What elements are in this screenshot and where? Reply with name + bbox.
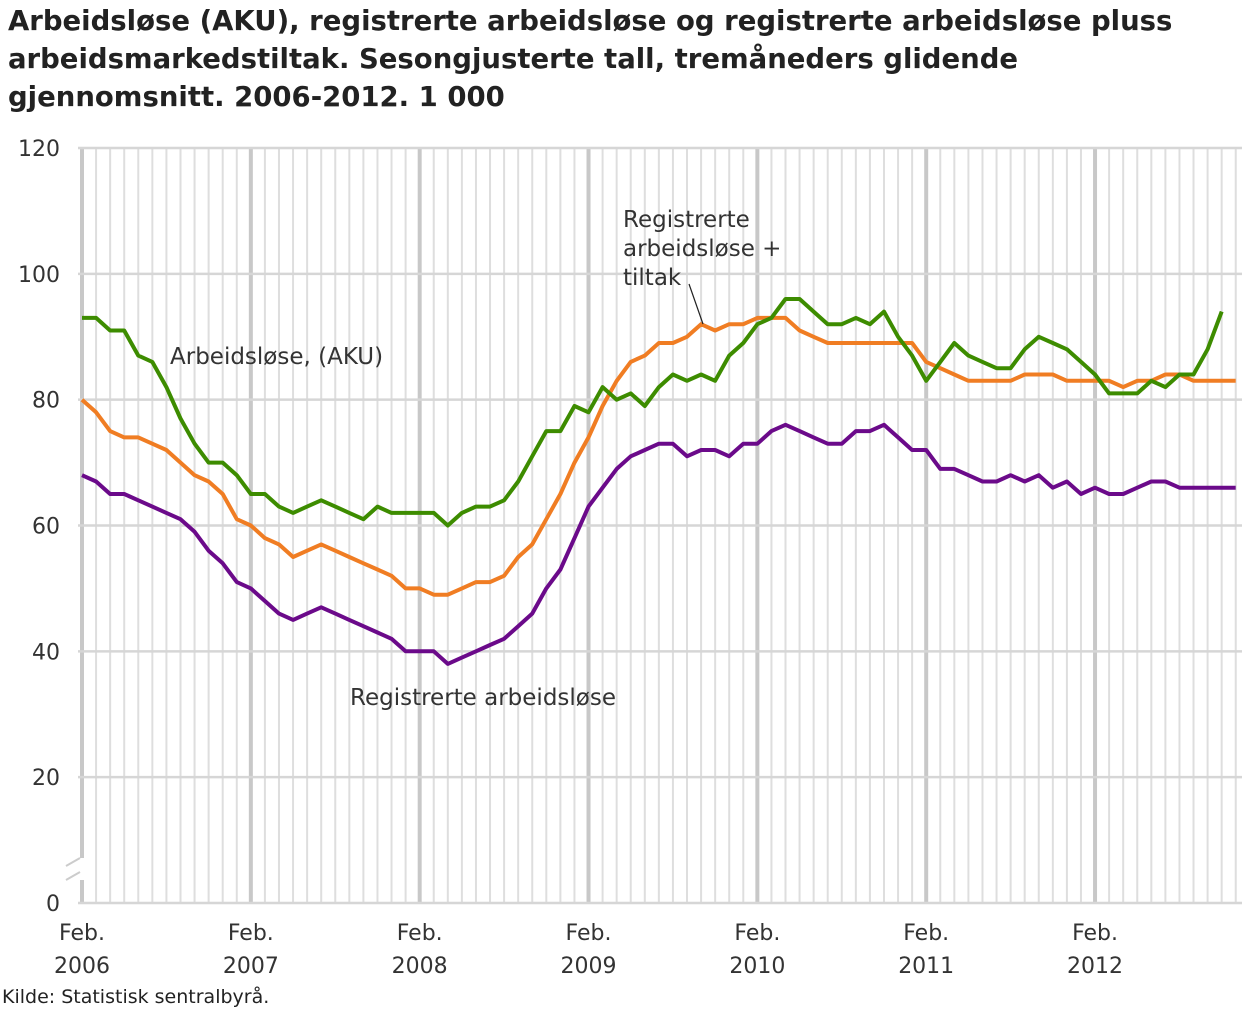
x-tick-label-year: 2007	[223, 954, 279, 979]
x-tick-label-month: Feb.	[228, 921, 274, 946]
x-tick-label-year: 2009	[561, 954, 617, 979]
x-tick-label-month: Feb.	[397, 921, 443, 946]
x-tick-label-year: 2011	[898, 954, 954, 979]
series-annotation: tiltak	[623, 265, 682, 291]
series-annotation: Registrerte	[623, 207, 750, 233]
series-line-1	[80, 315, 1236, 597]
series-annotation: arbeidsløse +	[623, 236, 781, 262]
x-tick-label-year: 2010	[729, 954, 785, 979]
chart-title: Arbeidsløse (AKU), registrerte arbeidslø…	[8, 5, 1173, 113]
series-annotation: Arbeidsløse, (AKU)	[170, 344, 383, 370]
y-tick-label: 20	[32, 766, 60, 791]
y-tick-label: 40	[32, 640, 60, 665]
series-line-2	[81, 422, 1236, 666]
series-line-0	[82, 297, 1224, 528]
x-tick-label-month: Feb.	[566, 921, 612, 946]
annotation-leader-line	[688, 283, 704, 325]
x-tick-label-month: Feb.	[59, 921, 105, 946]
y-tick-label: 120	[18, 137, 60, 162]
x-tick-label-month: Feb.	[734, 921, 780, 946]
y-tick-label: 80	[32, 389, 60, 414]
x-tick-label-month: Feb.	[903, 921, 949, 946]
x-tick-label-month: Feb.	[1072, 921, 1118, 946]
x-tick-label-year: 2008	[392, 954, 448, 979]
y-tick-label: 0	[46, 892, 60, 917]
x-tick-label-year: 2012	[1067, 954, 1123, 979]
y-tick-label: 60	[32, 515, 60, 540]
x-tick-label-year: 2006	[54, 954, 110, 979]
axis-break-mark	[65, 857, 81, 881]
y-tick-label: 100	[18, 263, 60, 288]
series-annotation: Registrerte arbeidsløse	[350, 685, 616, 711]
source-note: Kilde: Statistisk sentralbyrå.	[2, 986, 270, 1008]
